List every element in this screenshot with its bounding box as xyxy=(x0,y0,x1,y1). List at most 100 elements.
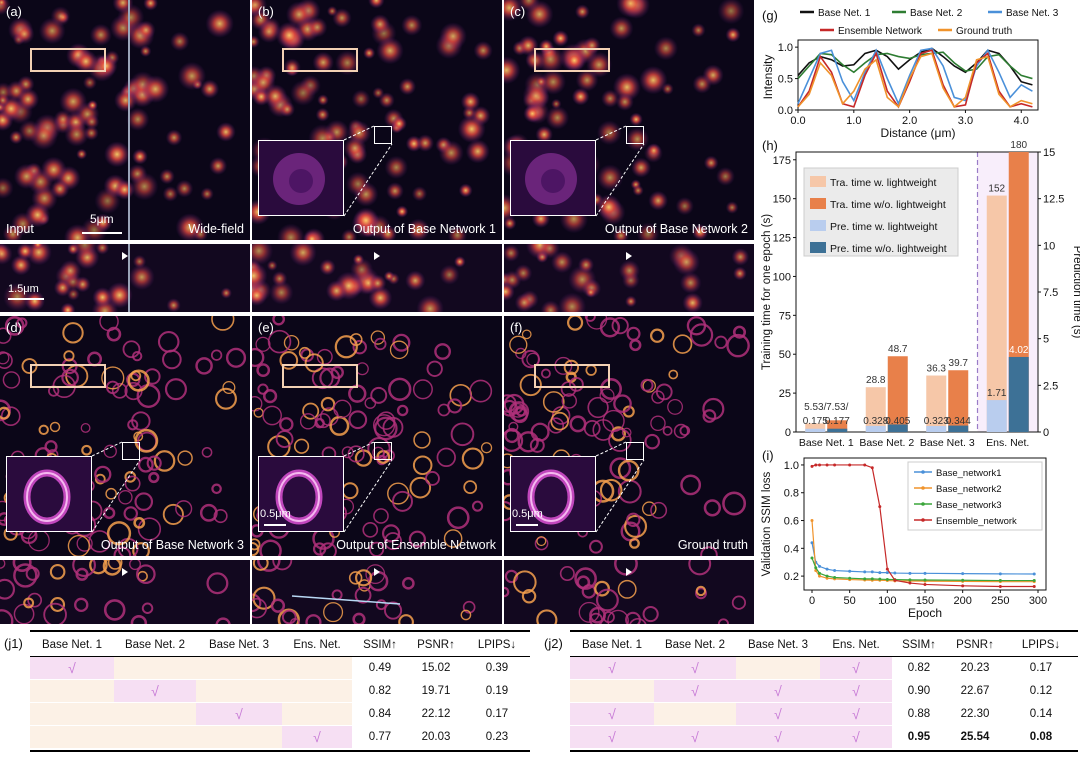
cell-mark xyxy=(596,120,622,146)
cell-mark xyxy=(504,586,510,598)
roi-box xyxy=(534,48,610,72)
lpips-value: 0.17 xyxy=(1004,656,1078,680)
cell-mark xyxy=(279,351,299,370)
cell-mark xyxy=(675,196,694,216)
cell-mark xyxy=(646,143,662,158)
cell-mark xyxy=(148,471,160,484)
cell-mark xyxy=(164,378,187,401)
profile-line xyxy=(291,595,401,605)
y2-tick-label: 5 xyxy=(1043,334,1049,346)
cell-mark xyxy=(585,286,597,298)
psnr-value: 22.12 xyxy=(408,702,464,726)
strip-image xyxy=(252,560,476,624)
ssim-value: 0.84 xyxy=(352,702,408,726)
series-point xyxy=(1032,572,1036,576)
cell-mark xyxy=(216,122,236,142)
cell-mark xyxy=(94,187,121,215)
series-point xyxy=(833,575,837,579)
cell-mark xyxy=(651,390,665,404)
y2-tick-label: 0 xyxy=(1043,427,1049,439)
cell-mark xyxy=(642,605,659,623)
check-cell: √ xyxy=(570,702,654,726)
cell-mark xyxy=(299,413,317,430)
series-point xyxy=(870,466,874,470)
results-table: Base Net. 1 Base Net. 2 Base Net. 3 Ens. Ne… xyxy=(30,634,530,749)
series-point xyxy=(998,585,1002,589)
y-tick-label: 100 xyxy=(773,271,791,283)
legend-label: Ensemble_network xyxy=(936,516,1017,527)
cell-mark xyxy=(103,599,126,621)
cell-mark xyxy=(38,17,66,45)
cell-mark xyxy=(195,357,213,375)
cell-mark xyxy=(118,489,133,505)
cell-mark xyxy=(326,5,338,17)
y-tick-label: 0.0 xyxy=(778,105,793,117)
y-tick-label: 1.0 xyxy=(778,42,793,54)
cell-mark xyxy=(352,612,366,624)
cell-mark xyxy=(193,226,209,240)
column-header: Base Net. 1 xyxy=(570,634,654,657)
cell-mark xyxy=(213,508,228,524)
cell-mark xyxy=(679,271,702,294)
cell-mark xyxy=(311,367,334,390)
cell-mark xyxy=(525,0,554,29)
arrowhead-icon xyxy=(122,252,128,260)
cell-mark xyxy=(269,280,294,305)
check-icon: √ xyxy=(774,706,782,722)
cell-mark xyxy=(596,164,624,191)
check-icon: √ xyxy=(68,660,76,676)
cell-mark xyxy=(61,358,78,375)
scale-bar xyxy=(82,232,122,234)
y2-tick-label: 12.5 xyxy=(1043,194,1064,206)
cell-mark xyxy=(535,125,553,144)
cell-mark xyxy=(504,394,517,413)
cell-mark xyxy=(574,567,597,590)
cell-mark xyxy=(256,363,271,377)
divider-line xyxy=(128,0,130,240)
x-tick-label: Base Net. 3 xyxy=(920,437,975,449)
cell-mark xyxy=(629,339,642,352)
cell-mark xyxy=(211,316,235,331)
cell-mark xyxy=(25,202,51,228)
cell-mark xyxy=(370,386,388,404)
legend-label: Ensemble Network xyxy=(838,26,923,37)
check-icon: √ xyxy=(852,683,860,699)
cell-mark xyxy=(551,98,562,110)
cell-mark xyxy=(222,380,236,394)
cell-mark xyxy=(372,86,385,99)
cell-mark xyxy=(702,409,717,423)
cell-mark xyxy=(153,450,176,472)
cell-mark xyxy=(595,588,619,612)
data-label: 0.177 xyxy=(825,416,850,427)
cell-mark xyxy=(732,325,747,339)
cell-mark xyxy=(259,539,282,556)
psnr-value: 20.23 xyxy=(946,656,1004,680)
cell-mark xyxy=(298,346,311,359)
zoom-inset xyxy=(6,456,92,532)
inset-image xyxy=(273,153,325,205)
cell-mark xyxy=(93,213,113,232)
series-point xyxy=(908,571,912,575)
inset-scale-label: 0.5μm xyxy=(512,508,543,520)
cell-mark xyxy=(165,129,183,146)
inset-image xyxy=(525,153,577,205)
table-row: √ √ √ 0.88 22.30 0.14 xyxy=(570,702,1078,726)
cell-mark xyxy=(200,187,214,201)
cell-mark xyxy=(673,423,689,439)
series-point xyxy=(810,556,814,560)
psnr-value: 20.03 xyxy=(408,725,464,749)
cell-mark xyxy=(304,353,324,373)
cell-mark xyxy=(386,182,404,200)
cell-mark xyxy=(680,474,702,496)
cell-mark xyxy=(599,388,615,404)
panel-letter: (b) xyxy=(258,4,274,19)
cell-mark xyxy=(333,399,352,418)
cell-mark xyxy=(170,31,190,52)
cell-mark xyxy=(563,49,585,72)
empty-cell xyxy=(282,656,352,680)
cell-mark xyxy=(653,36,679,61)
cell-mark xyxy=(74,597,89,613)
panel-caption: Ground truth xyxy=(677,538,748,552)
cell-mark xyxy=(177,61,207,91)
cell-mark xyxy=(384,155,409,180)
